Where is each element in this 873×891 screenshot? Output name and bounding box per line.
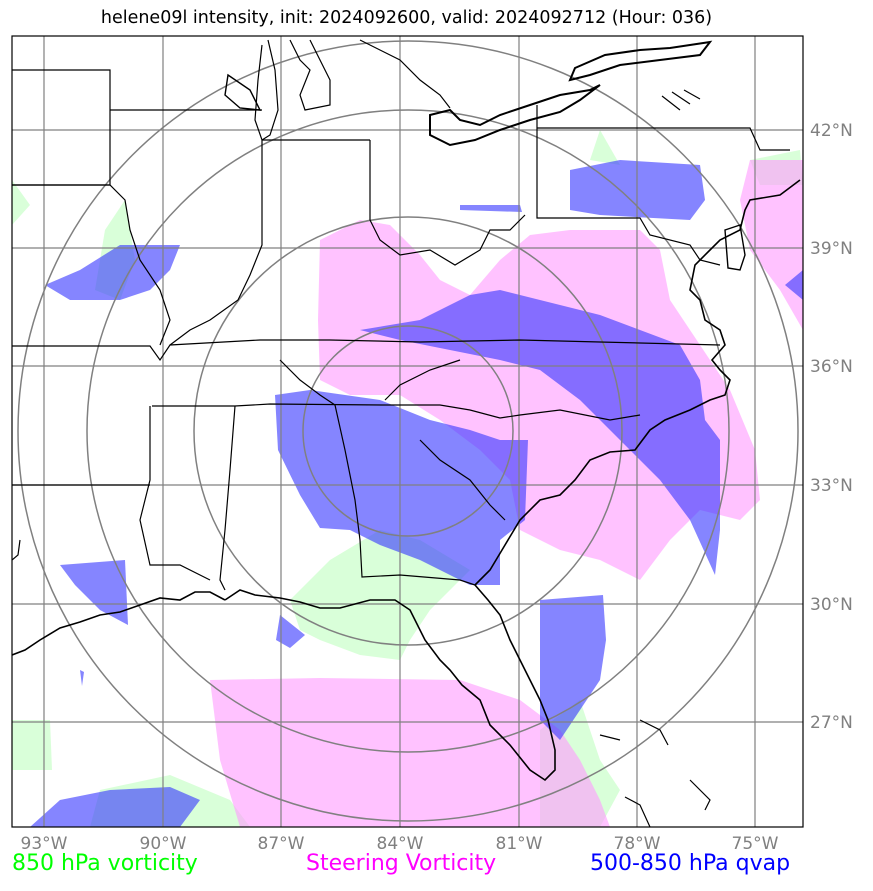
- lat-tick: 33°N: [810, 476, 853, 496]
- legend-850-vorticity: 850 hPa vorticity: [12, 851, 198, 876]
- lon-tick: 84°W: [377, 834, 424, 854]
- lat-tick: 27°N: [810, 713, 853, 733]
- lon-tick: 93°W: [21, 834, 68, 854]
- lon-tick: 75°W: [732, 834, 779, 854]
- qvap-layer: [30, 160, 803, 827]
- lat-tick: 36°N: [810, 357, 853, 377]
- longitude-labels: 93°W 90°W 87°W 84°W 81°W 78°W 75°W: [21, 834, 779, 854]
- legend-qvap: 500-850 hPa qvap: [590, 851, 791, 876]
- lon-tick: 87°W: [258, 834, 305, 854]
- lat-tick: 39°N: [810, 239, 853, 259]
- lon-tick: 90°W: [140, 834, 187, 854]
- range-rings: [17, 40, 799, 822]
- lat-tick: 42°N: [810, 121, 853, 141]
- map-title: helene09l intensity, init: 2024092600, v…: [100, 8, 713, 28]
- lon-tick: 78°W: [614, 834, 661, 854]
- legend-steering-vorticity: Steering Vorticity: [306, 851, 497, 876]
- map-frame: [11, 35, 804, 828]
- lon-tick: 81°W: [496, 834, 543, 854]
- lat-tick: 30°N: [810, 595, 853, 615]
- coastlines-and-borders: [12, 39, 801, 827]
- graticule: [12, 36, 803, 827]
- latitude-labels: 42°N 39°N 36°N 33°N 30°N 27°N: [810, 121, 853, 733]
